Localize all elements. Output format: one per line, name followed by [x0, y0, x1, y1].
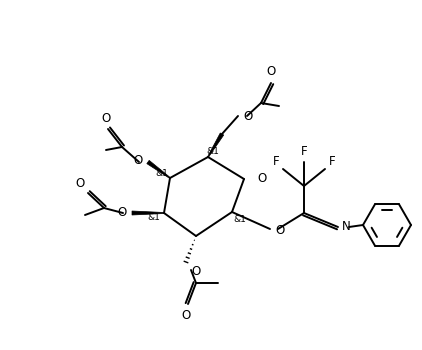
Text: O: O [266, 65, 276, 78]
Text: F: F [329, 155, 335, 168]
Text: O: O [275, 224, 284, 238]
Text: F: F [272, 155, 279, 168]
Polygon shape [132, 211, 164, 215]
Polygon shape [208, 133, 224, 157]
Text: O: O [76, 177, 85, 190]
Text: O: O [118, 206, 127, 219]
Text: N: N [342, 220, 351, 233]
Text: &1: &1 [206, 147, 219, 155]
Text: O: O [134, 154, 143, 167]
Text: O: O [257, 173, 266, 186]
Text: &1: &1 [233, 216, 246, 224]
Text: O: O [243, 110, 252, 122]
Polygon shape [147, 160, 170, 178]
Text: &1: &1 [156, 168, 168, 177]
Text: O: O [101, 112, 111, 125]
Text: F: F [301, 145, 307, 158]
Text: O: O [181, 309, 191, 322]
Text: &1: &1 [148, 214, 160, 223]
Text: O: O [191, 265, 200, 278]
